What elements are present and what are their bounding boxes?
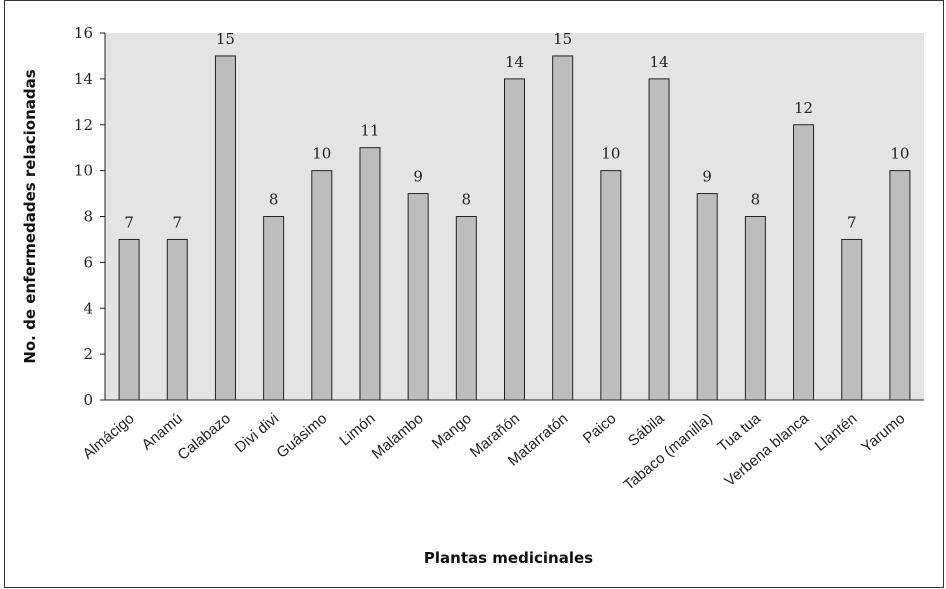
bar [311,170,333,401]
y-tick-label: 14 [74,70,93,88]
bar-value-label: 10 [890,145,909,163]
bar [841,238,863,401]
bar [793,124,815,401]
bar [696,193,718,401]
bar-value-label: 15 [216,30,235,48]
bar-value-label: 7 [124,213,134,231]
x-category-label: Limón [336,410,378,449]
bar-value-label: 7 [847,213,857,231]
y-tick-label: 12 [74,116,93,134]
bar-value-label: 8 [269,191,279,209]
bar-value-label: 8 [751,191,761,209]
y-axis-ticks: 0 2 4 6 8 10 12 14 16 [74,24,105,409]
bar [118,238,140,401]
bar-value-label: 12 [794,99,813,117]
y-tick-label: 2 [83,345,93,363]
x-category-label: Malambo [369,410,427,463]
x-category-label: Yarumo [858,410,908,456]
x-category-label: Llantén [812,410,861,455]
bars [118,55,911,401]
data-labels: 7 7 15 8 10 11 9 8 14 15 10 14 9 8 12 7 10 [124,30,909,232]
x-category-label: Calabazo [175,410,234,464]
y-tick-label: 16 [74,24,93,42]
x-category-label: Verbena blanca [721,410,812,490]
bar-chart: 0 2 4 6 8 10 12 14 16 7 7 15 8 10 11 9 8 14 15 10 14 9 8 12 7 10… [21,24,924,567]
x-category-label: Almácigo [79,410,137,463]
y-axis-title: No. de enfermedades relacionadas [21,69,39,363]
y-tick-label: 10 [74,162,93,180]
y-tick-label: 6 [83,253,93,271]
bar-value-label: 10 [312,145,331,163]
bar [166,238,188,401]
bar-value-label: 8 [462,191,472,209]
bar [889,170,911,401]
bar-value-label: 9 [702,168,712,186]
bar [744,216,766,401]
bar [600,170,622,401]
bar-value-label: 14 [649,53,668,71]
bar [552,55,574,401]
bar-value-label: 9 [413,168,423,186]
y-tick-label: 0 [83,391,93,409]
bar-value-label: 7 [172,213,182,231]
y-tick-label: 8 [83,208,93,226]
bar [359,147,381,401]
bar [455,216,477,401]
bar [214,55,236,401]
bar-value-label: 14 [505,53,524,71]
x-category-label: Guásimo [273,410,330,462]
bar [263,216,285,401]
chart-frame: 0 2 4 6 8 10 12 14 16 7 7 15 8 10 11 9 8 14 15 10 14 9 8 12 7 10… [4,0,944,588]
y-tick-label: 4 [83,299,93,317]
bar-value-label: 15 [553,30,572,48]
bar [648,78,670,401]
bar [407,193,429,401]
x-category-label: Sábila [625,410,668,450]
bar-value-label: 10 [601,145,620,163]
x-category-label: Tabaco (manilla) [621,410,716,494]
bar [504,78,525,401]
bar-value-label: 11 [360,122,379,140]
x-category-label: Paico [580,410,620,447]
x-axis-title: Plantas medicinales [424,549,593,567]
